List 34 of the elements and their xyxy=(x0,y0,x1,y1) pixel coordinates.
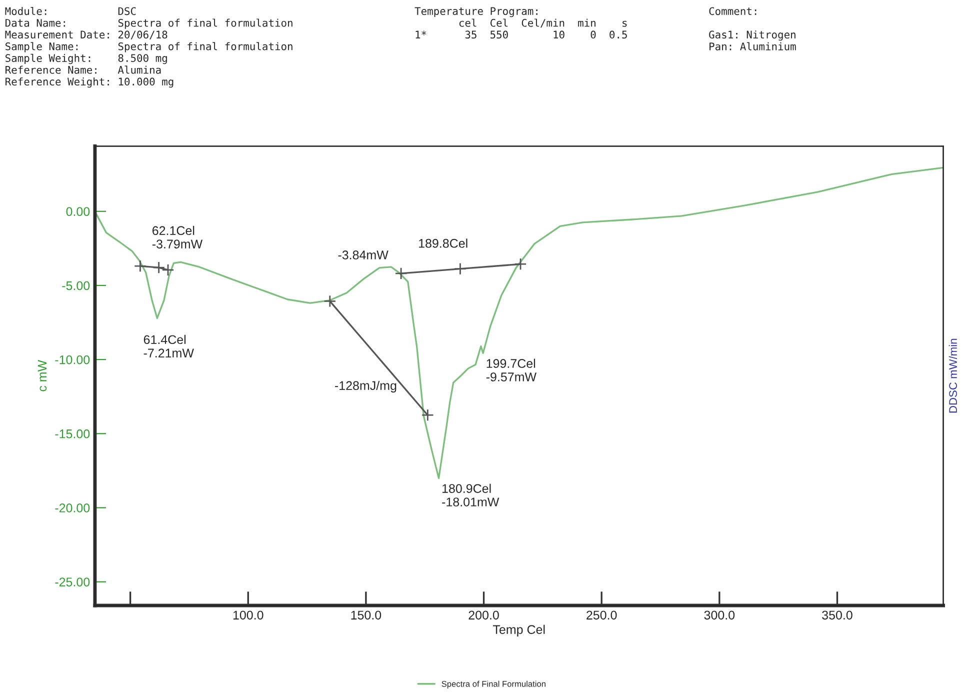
x-tick-label: 100.0 xyxy=(233,610,264,620)
y-tick-label: -5.00 xyxy=(62,281,90,290)
text: Module: DSC Data Name: Spectra of final formulation Measurement Date: 20/06/18 Sample Name: Spectra of final formulation Sample Weight: 8.500 mg Reference Name: Alumina Reference Weight: 10.000 mg xyxy=(5,6,292,88)
point xyxy=(421,408,434,422)
point xyxy=(152,261,166,274)
x-axis-title: Temp Cel xyxy=(493,624,545,636)
point xyxy=(324,294,336,308)
line-series xyxy=(96,166,944,480)
y-tick-label: -10.00 xyxy=(55,355,90,364)
annotation: 61.4Cel -7.21mW xyxy=(144,334,194,358)
point xyxy=(162,264,174,276)
y-tick-label: -20.00 xyxy=(55,504,90,512)
y-axis-title: c mW xyxy=(38,360,47,392)
x-tick-label: 250.0 xyxy=(586,610,617,620)
annotation: -3.84mW xyxy=(338,250,388,260)
point xyxy=(134,260,146,272)
text: Temperature Program: cel Cel Cel/min min s 1* 35 550 10 0 0.5 xyxy=(414,7,627,39)
y2-axis-title: DDSC mW/min xyxy=(948,338,957,413)
annotation: 62.1Cel -3.79mW xyxy=(152,226,203,248)
point xyxy=(394,267,408,280)
annotation: 199.7Cel -9.57mW xyxy=(486,358,536,382)
annotation: -128mJ/mg xyxy=(335,380,396,392)
y-tick-label: -15.00 xyxy=(55,429,90,438)
y-tick-label: 0.00 xyxy=(66,207,90,216)
legend-label: Spectra of Final Formulation xyxy=(442,680,546,688)
annotation: 180.9Cel -18.01mW xyxy=(442,484,500,506)
x-tick-label: 350.0 xyxy=(822,610,852,620)
x-tick-label: 200.0 xyxy=(468,610,499,620)
x-tick-label: 300.0 xyxy=(704,610,735,620)
y-tick-label: -25.00 xyxy=(55,578,90,586)
annotation: 189.8Cel xyxy=(419,238,468,248)
x-tick-label: 150.0 xyxy=(351,610,382,620)
point xyxy=(514,258,527,270)
text: Comment: Gas1: Nitrogen Pan: Aluminium xyxy=(709,7,796,50)
